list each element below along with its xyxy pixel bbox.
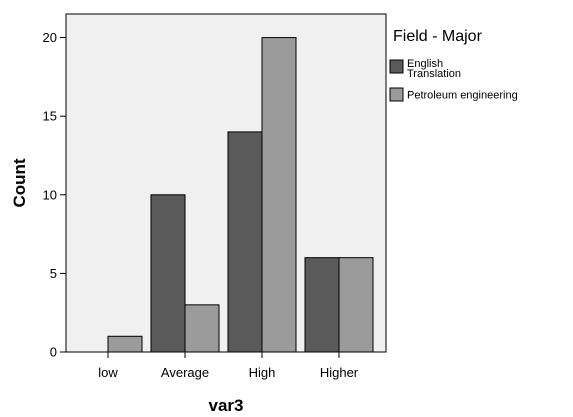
x-tick-label: Average	[161, 365, 209, 380]
x-axis-title: var3	[209, 396, 244, 415]
y-tick-label: 15	[43, 109, 57, 124]
legend-swatch	[389, 59, 404, 74]
legend-label: Translation	[407, 68, 461, 80]
bar-higher-series-2	[338, 257, 374, 353]
legend-title: Field - Major	[393, 28, 483, 45]
x-tick-label: low	[98, 365, 118, 380]
x-tick-label: High	[249, 365, 276, 380]
bar-high-series-1	[227, 131, 263, 353]
legend-swatch	[389, 87, 404, 102]
legend-label: English	[407, 58, 443, 70]
y-tick-label: 0	[50, 345, 57, 360]
bar-average-series-1	[150, 194, 186, 353]
y-tick-label: 10	[43, 187, 57, 202]
bar-high-series-2	[261, 37, 297, 353]
bar-low-series-2	[107, 335, 143, 353]
y-tick-label: 5	[50, 266, 57, 281]
y-tick-label: 20	[43, 30, 57, 45]
bar-higher-series-1	[304, 257, 340, 353]
bar-average-series-2	[184, 304, 220, 353]
x-tick-label: Higher	[320, 365, 359, 380]
y-axis-title: Count	[10, 158, 29, 207]
legend-label: Petroleum engineering	[407, 90, 518, 102]
